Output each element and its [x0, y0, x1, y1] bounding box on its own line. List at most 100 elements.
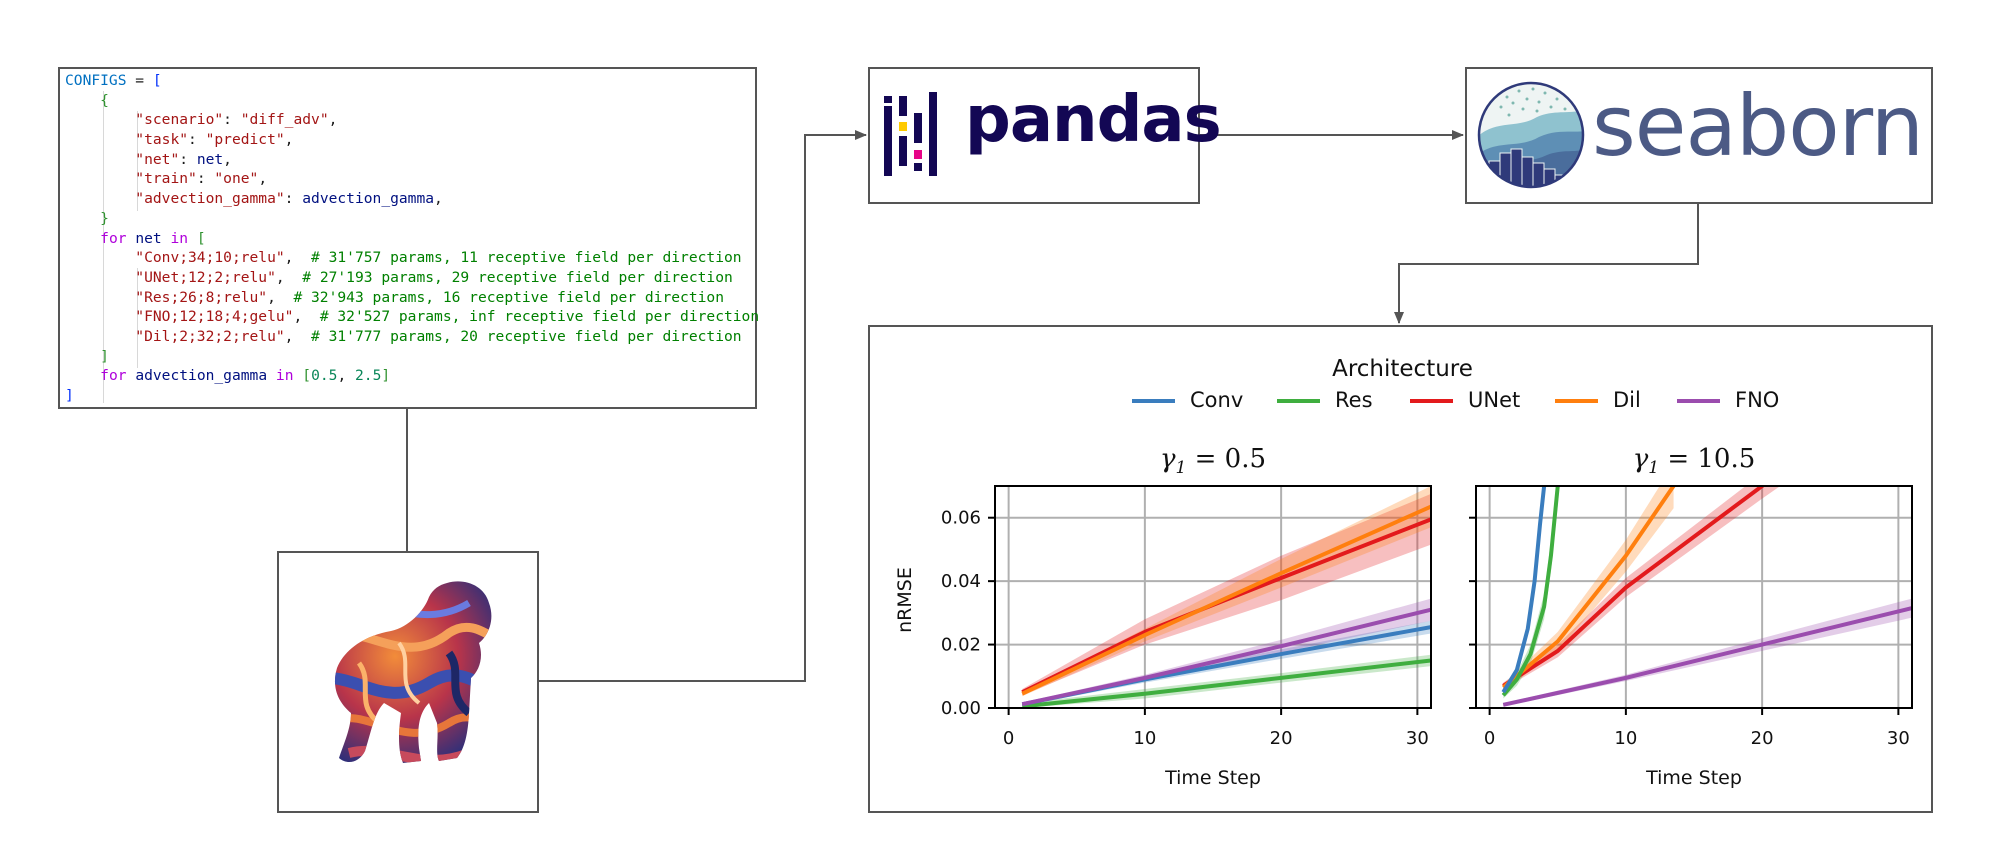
code-line: "advection_gamma": advection_gamma, — [65, 189, 759, 209]
code-token — [65, 131, 135, 148]
legend-swatch-dil — [1555, 399, 1598, 403]
code-token: , — [258, 170, 268, 188]
panel-2-band-dil — [1503, 486, 1674, 691]
panel-2-xtick-label: 0 — [1484, 728, 1495, 749]
config-code-panel: CONFIGS = [ { "scenario": "diff_adv", "t… — [58, 67, 759, 409]
code-line: CONFIGS = [ — [65, 71, 759, 91]
code-token — [65, 269, 135, 286]
code-token: in — [275, 367, 294, 385]
code-line: "Res;26;8;relu", # 32'943 params, 16 rec… — [65, 288, 759, 308]
connector-seaborn-to-plot — [1394, 204, 1699, 324]
code-token — [65, 289, 135, 306]
code-token — [65, 308, 135, 325]
panel-2-line-fno — [1502, 606, 1912, 707]
panel-1-title-value: = 0.5 — [1186, 444, 1267, 474]
code-token: "Conv;34;10;relu" — [135, 249, 285, 267]
legend-label-conv: Conv — [1190, 388, 1244, 412]
code-token: ] — [65, 387, 74, 404]
panel-2-xtick-label: 10 — [1614, 728, 1637, 749]
panel-1-ytick-label: 0.04 — [941, 571, 981, 592]
code-token: [ — [302, 367, 312, 385]
code-token: for — [100, 367, 127, 385]
code-token: ] — [100, 347, 109, 365]
seaborn-wordmark: seaborn — [1592, 77, 1924, 175]
code-token: , — [223, 150, 232, 168]
panel-2-xtick-label: 20 — [1751, 728, 1774, 749]
code-token: , — [328, 111, 338, 129]
code-token: "UNet;12;2;relu" — [135, 268, 276, 286]
panel-1-xtick-label: 30 — [1406, 728, 1429, 749]
legend-title: Architecture — [1332, 356, 1473, 382]
code-token: "train" — [135, 170, 197, 188]
code-token: net — [135, 229, 162, 247]
code-token: "scenario" — [135, 111, 224, 129]
code-token: advection_gamma — [302, 190, 435, 208]
panel-1-line-res — [1022, 658, 1431, 708]
panel-1-line-fno — [1021, 607, 1431, 707]
code-token: : — [188, 131, 206, 149]
code-token: "net" — [135, 150, 180, 168]
code-token: "Res;26;8;relu" — [135, 288, 268, 306]
code-token: # 27'193 params, 29 receptive field per … — [302, 268, 733, 286]
legend-swatch-conv — [1132, 399, 1175, 403]
code-token: = — [126, 72, 153, 89]
code-token: , — [337, 367, 356, 385]
code-token: in — [170, 229, 189, 247]
legend-swatch-fno — [1677, 399, 1720, 403]
panel-2-frame — [1475, 485, 1913, 709]
panel-1-ytick-label: 0.06 — [941, 508, 981, 529]
code-token — [65, 230, 100, 247]
panel-1-title: γ1 = 0.5 — [995, 444, 1431, 478]
panel-1-xtick-label: 0 — [1003, 728, 1014, 749]
code-token: # 32'943 params, 16 receptive field per … — [293, 288, 724, 306]
code-token: , — [293, 308, 320, 326]
code-token: , — [284, 249, 312, 267]
indent-guide — [137, 268, 138, 368]
code-token — [127, 230, 136, 247]
code-token: # 31'777 params, 20 receptive field per … — [311, 327, 742, 345]
panel-1-title-symbol: γ — [1159, 444, 1176, 474]
code-token — [127, 367, 136, 384]
code-token: [ — [152, 72, 162, 89]
indent-guide — [103, 91, 104, 403]
code-token — [65, 210, 100, 227]
code-token: , — [284, 131, 294, 149]
code-token: : — [284, 190, 303, 208]
gorilla-fluid-pattern-icon — [334, 581, 492, 763]
code-token: 0.5 — [311, 367, 338, 385]
code-token: { — [100, 91, 109, 109]
panel-2-title: γ1 = 10.5 — [1476, 444, 1912, 478]
code-token — [65, 367, 100, 384]
panel-1-title-subscript: 1 — [1175, 458, 1187, 479]
code-token: ] — [381, 367, 391, 385]
pandas-bars-icon — [884, 92, 937, 176]
code-line: } — [65, 209, 759, 229]
panel-2-line-dil — [1501, 486, 1676, 689]
code-token: 2.5 — [355, 367, 382, 385]
code-token: , — [275, 268, 303, 286]
code-line: "scenario": "diff_adv", — [65, 110, 759, 130]
panel-2-title-subscript: 1 — [1648, 458, 1660, 479]
panel-1-ytick-label: 0.02 — [941, 635, 981, 656]
code-line: "train": "one", — [65, 169, 759, 189]
code-token: , — [267, 288, 294, 306]
panel-1-series-group — [1021, 486, 1431, 708]
panel-2-line-conv — [1501, 486, 1547, 694]
code-line: "net": net, — [65, 150, 759, 170]
panel-1-xtick-label: 20 — [1270, 728, 1293, 749]
pandas-wordmark: pandas — [965, 83, 1222, 157]
code-token — [65, 170, 135, 187]
code-token — [65, 111, 135, 128]
panel-2-title-value: = 10.5 — [1659, 444, 1756, 474]
gorilla-logo-box — [277, 551, 539, 813]
panel-2-line-res — [1501, 486, 1560, 697]
code-token: : — [179, 150, 197, 168]
legend-label-unet: UNet — [1468, 388, 1521, 412]
line-charts: 0 10 20 30 0.00 0.02 0.04 0.06 0 10 20 30 — [941, 485, 1913, 749]
code-token: "predict" — [205, 131, 285, 149]
code-token: "diff_adv" — [240, 111, 329, 129]
code-token — [188, 230, 197, 247]
code-token: , — [434, 190, 443, 208]
code-line: for advection_gamma in [0.5, 2.5] — [65, 366, 759, 386]
code-token — [293, 367, 302, 384]
